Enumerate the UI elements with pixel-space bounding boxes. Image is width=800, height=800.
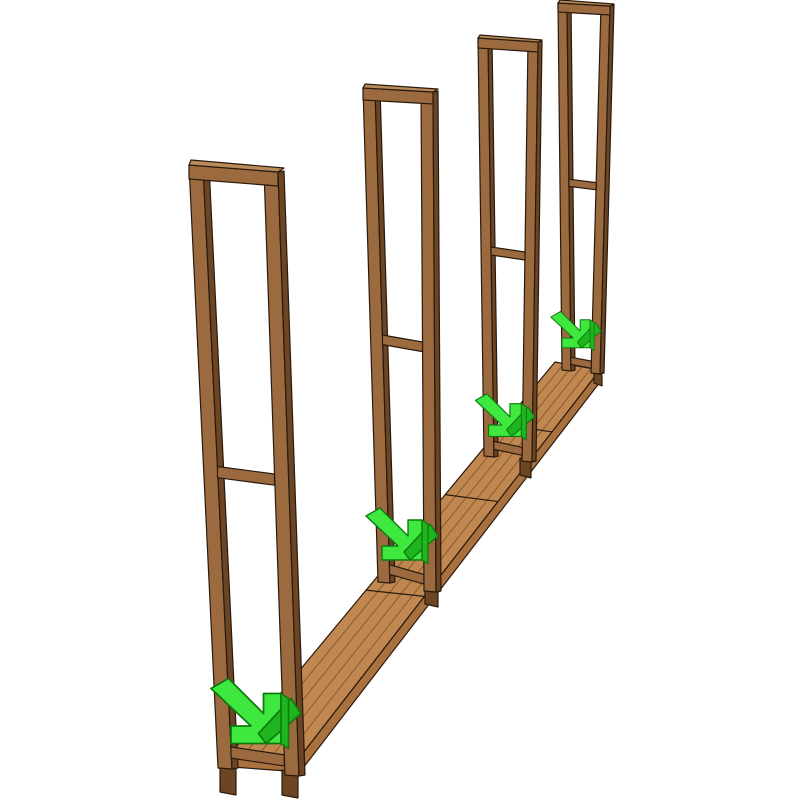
arrow-shade: [589, 319, 595, 352]
frame-bottom-rail: [570, 356, 592, 369]
arrow-shade: [280, 692, 290, 750]
frame-mid-rail: [381, 334, 424, 353]
frame-right-post-side: [432, 90, 442, 593]
rack-frame: [557, 0, 615, 375]
arrow-right-arm: [403, 523, 439, 561]
rack-frame: [477, 34, 543, 463]
frame-mid-rail: [568, 178, 597, 191]
arrow-right-arm: [506, 406, 536, 438]
placement-arrow: [365, 507, 439, 565]
frame-mid-rail: [490, 246, 526, 261]
deck-side-face: [299, 369, 601, 773]
frame-right-post-side: [277, 170, 306, 777]
arrow-layer: [210, 310, 602, 750]
frame-top-rail-top: [557, 0, 615, 7]
support-foot: [219, 764, 237, 796]
arrow-right-arm: [257, 697, 302, 745]
frame-mid-rail: [216, 465, 276, 486]
deck-joint: [365, 589, 425, 597]
frame-bottom-rail: [230, 746, 285, 767]
frame-bottom-rail: [493, 440, 523, 456]
frame-top-rail-top: [477, 34, 543, 43]
arrow-shade: [421, 519, 429, 565]
frame-bottom-rail: [388, 564, 425, 585]
arrow-right-arm: [576, 322, 602, 349]
rack-frame: [188, 159, 306, 777]
deck-joint: [445, 494, 499, 503]
frame-top-rail-top: [362, 83, 439, 93]
placement-arrow: [474, 393, 536, 441]
frame-layer: [188, 0, 615, 777]
rack-frame: [362, 83, 442, 593]
placement-arrow: [210, 677, 302, 750]
placement-arrow: [550, 310, 602, 352]
arrow-shade: [520, 403, 527, 441]
frame-top-rail-top: [188, 159, 285, 173]
